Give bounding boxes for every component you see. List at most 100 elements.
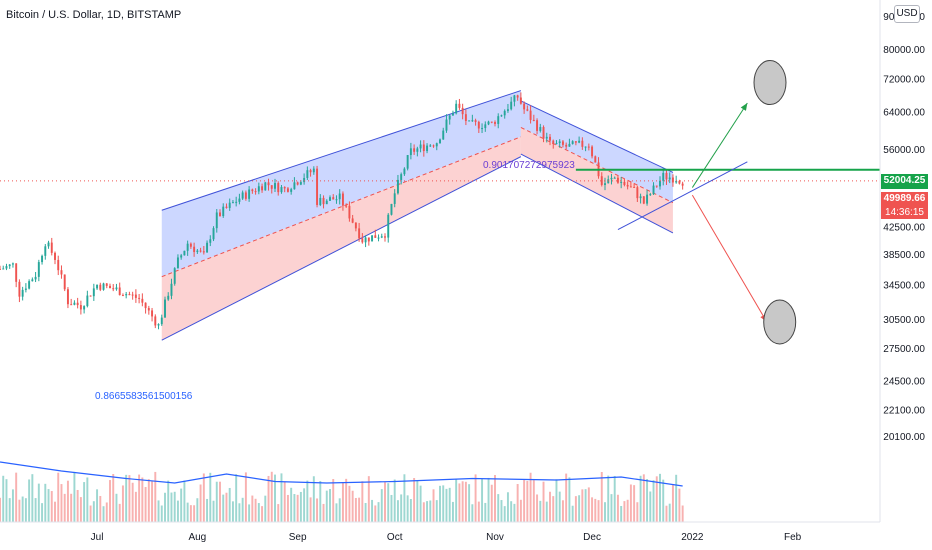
volume-bar	[671, 484, 674, 522]
candle-body	[257, 186, 260, 192]
candle	[335, 195, 338, 204]
price-axis[interactable]: 90000.0080000.0072000.0064000.0056000.00…	[883, 12, 925, 443]
candle	[283, 186, 286, 193]
volume-bar	[115, 493, 118, 522]
candle	[574, 141, 577, 146]
candle-body	[329, 197, 331, 201]
volume-bar	[66, 480, 69, 522]
volume-bar	[11, 489, 14, 522]
chart-title: Bitcoin / U.S. Dollar, 1D, BITSTAMP	[6, 9, 182, 21]
volume-bar	[170, 492, 173, 522]
candle	[649, 192, 652, 196]
candle-body	[422, 144, 425, 152]
candle-body	[345, 205, 348, 207]
currency-button[interactable]: USD	[894, 5, 920, 23]
volume-bar	[50, 491, 53, 522]
candle	[92, 283, 95, 301]
candle-body	[170, 283, 173, 296]
candle-body	[11, 263, 14, 265]
volume-bar	[173, 491, 176, 522]
bar-countdown-tag: 14:36:15	[881, 206, 928, 219]
volume-bar	[319, 481, 322, 522]
candle	[532, 114, 535, 122]
candle-body	[494, 122, 496, 124]
volume-bar	[267, 475, 270, 522]
volume-bar	[325, 490, 328, 522]
candle	[484, 121, 487, 132]
volume-bar	[24, 498, 27, 522]
volume-bar	[558, 491, 561, 522]
candle	[102, 282, 105, 291]
candle-body	[439, 139, 441, 144]
candle-body	[118, 287, 121, 296]
volume-bar	[555, 479, 558, 522]
candle	[659, 176, 661, 190]
candle-body	[167, 295, 170, 300]
candle-body	[451, 113, 454, 116]
candle-body	[364, 237, 367, 243]
candle	[54, 251, 56, 265]
candle-body	[28, 281, 31, 289]
candle-body	[600, 176, 603, 185]
candle	[591, 145, 594, 159]
volume-bar	[128, 475, 131, 522]
volume-bar	[516, 484, 519, 522]
time-axis[interactable]: Jul Aug Sep Oct Nov Dec 2022 Feb	[91, 532, 802, 543]
candle-body	[610, 177, 613, 180]
volume-bar	[629, 484, 632, 522]
volume-bar	[623, 501, 626, 522]
candle	[400, 172, 403, 185]
candle	[364, 235, 367, 248]
volume-bar	[358, 497, 361, 522]
candle-body	[316, 168, 319, 205]
candle-body	[5, 266, 8, 269]
volume-bar	[542, 481, 545, 522]
candle-body	[83, 306, 86, 310]
candle-body	[613, 177, 616, 179]
candle	[222, 203, 225, 218]
candle-body	[358, 228, 361, 239]
candle	[231, 200, 234, 204]
candle-body	[76, 302, 79, 306]
volume-bar	[439, 485, 441, 522]
volume-bar	[604, 502, 606, 522]
candle	[461, 103, 464, 120]
volume-bar	[89, 505, 92, 522]
volume-bar	[183, 480, 186, 522]
candle	[529, 105, 532, 124]
candle-body	[60, 270, 63, 275]
candle	[34, 271, 37, 283]
candle-body	[209, 239, 212, 243]
volume-bar	[254, 498, 257, 522]
candle-body	[461, 107, 464, 115]
candle-body	[274, 183, 276, 189]
volume-bar	[60, 484, 63, 522]
volume-bar	[309, 497, 312, 522]
volume-bar	[396, 500, 399, 522]
candle-body	[138, 297, 141, 299]
candle-body	[222, 206, 225, 217]
volume-bar	[199, 484, 202, 522]
volume-bar	[610, 494, 613, 522]
candle-body	[312, 168, 315, 173]
candle-body	[626, 184, 629, 187]
candle-body	[393, 193, 396, 204]
candle-body	[131, 294, 134, 296]
price-tick-label: 24500.00	[883, 377, 925, 388]
candle	[419, 140, 422, 153]
candle-body	[96, 284, 99, 289]
volume-bar	[306, 480, 309, 522]
candle	[274, 178, 276, 192]
candle-body	[277, 183, 280, 193]
volume-bar	[662, 479, 665, 522]
volume-bar	[176, 500, 179, 522]
volume-bar	[47, 489, 50, 522]
volume-bar	[244, 472, 247, 522]
target-circle-2	[763, 299, 797, 345]
candle	[41, 254, 44, 265]
candle-body	[526, 109, 529, 111]
candle	[374, 229, 377, 238]
time-tick-label: Nov	[486, 532, 504, 543]
candle	[115, 283, 118, 291]
